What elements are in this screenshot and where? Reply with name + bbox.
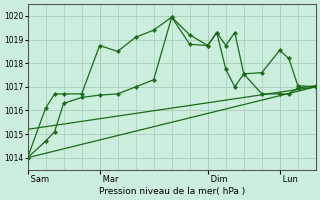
X-axis label: Pression niveau de la mer( hPa ): Pression niveau de la mer( hPa ) <box>99 187 245 196</box>
